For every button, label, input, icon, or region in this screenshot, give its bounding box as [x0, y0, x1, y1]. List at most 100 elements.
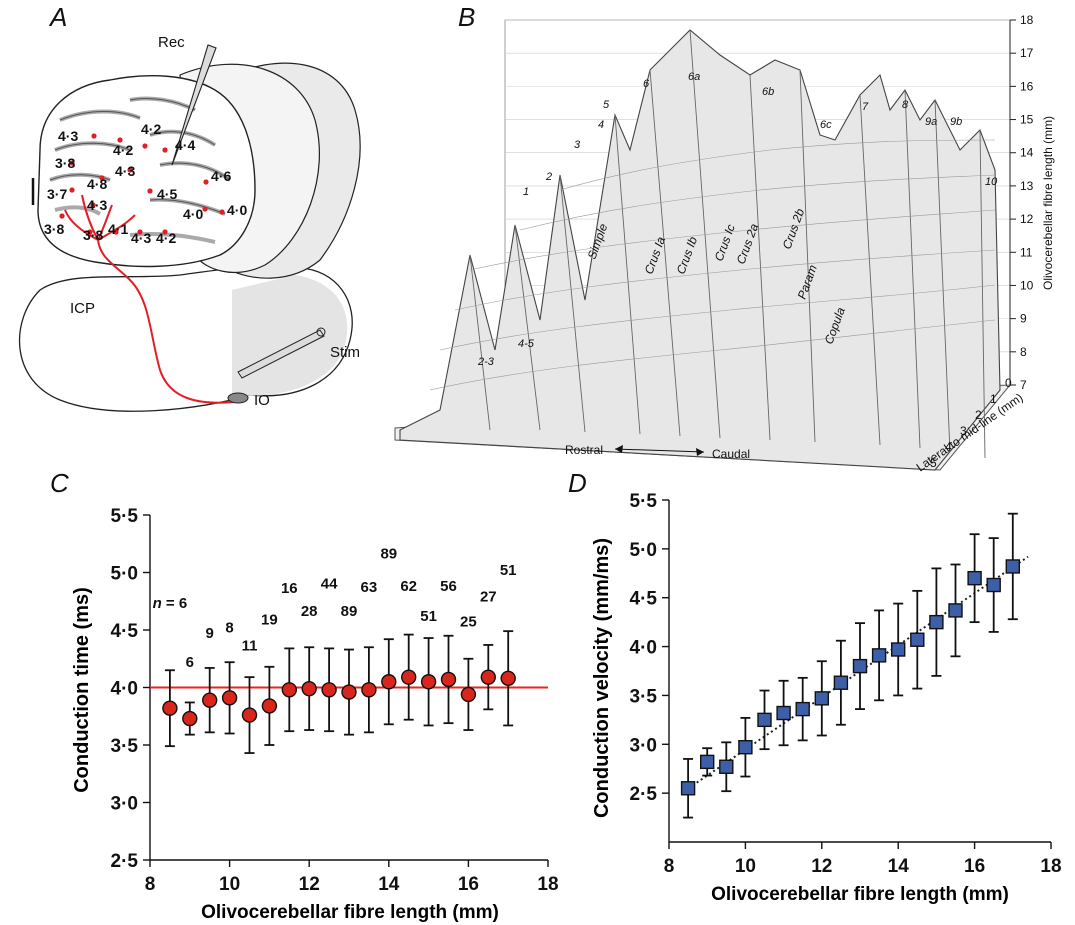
site-time: 4·4	[175, 137, 195, 153]
recording-electrode	[171, 44, 217, 166]
n-label: 62	[400, 578, 417, 595]
n-label: 19	[261, 611, 278, 628]
x-tick-label: 12	[299, 874, 320, 895]
medulla-shade	[232, 275, 348, 396]
data-point-square	[910, 632, 925, 647]
site-time: 4·5	[157, 186, 177, 202]
z-axis-tick-label: 16	[1020, 79, 1034, 93]
site-time: 3·7	[47, 186, 67, 202]
n-label: 27	[480, 588, 497, 605]
d-data-points	[680, 512, 1020, 819]
depth-axis-tick-label: 4	[945, 440, 952, 454]
label-io: IO	[254, 392, 270, 409]
depth-axis-tick-label: 5	[930, 456, 937, 470]
peak-label: 6c	[820, 119, 832, 131]
panel-d-chart: 2·5 3·0 3·5 4·0 4·5 5·0 5·5 8 10 12 14 16 18 Conduc…	[591, 491, 1062, 905]
site-time: 4·2	[156, 230, 176, 246]
x-tick-label: 14	[888, 856, 910, 877]
data-point-square	[680, 781, 696, 796]
z-axis-tick-label: 7	[1020, 378, 1027, 392]
data-point-square	[986, 577, 1001, 593]
z-axis-tick-label: 17	[1020, 46, 1034, 60]
n-label: 51	[420, 608, 437, 625]
n-label: 6	[186, 654, 194, 671]
peak-label: 1	[523, 186, 529, 198]
data-point-square	[967, 570, 982, 586]
data-point-circle	[221, 690, 238, 706]
depth-axis-tick-label: 2	[975, 408, 982, 422]
data-point-circle	[420, 674, 437, 690]
data-point-circle	[460, 686, 477, 703]
panel-a-diagram: 4·3 4·2 3·8 4·2 4·4 4·8 4·3 4·6 3·7 4·5 …	[18, 34, 361, 412]
y-tick-label: 5·0	[630, 540, 657, 561]
n-label: 16	[281, 580, 298, 597]
peak-label: 5	[603, 99, 610, 111]
y-tick-label: 3·5	[111, 736, 139, 757]
direction-rostral: Rostral	[565, 443, 603, 457]
d-x-ticks: 8 10 12 14 16 18	[664, 842, 1062, 877]
site-time: 4·2	[113, 142, 133, 158]
n-label: 51	[500, 562, 517, 579]
data-point-circle	[341, 684, 357, 700]
y-tick-label: 4·5	[630, 589, 658, 610]
label-rec: Rec	[158, 34, 185, 51]
data-point-square	[700, 754, 715, 770]
data-point-circle	[480, 669, 496, 685]
direction-arrow-right-head	[696, 448, 704, 456]
y-tick-label: 3·0	[111, 794, 138, 815]
peak-label: 4-5	[518, 338, 535, 350]
site-time: 4·1	[108, 221, 128, 237]
y-tick-label: 2·5	[630, 784, 658, 805]
y-tick-label: 3·5	[630, 686, 658, 707]
n-label: 11	[242, 638, 258, 655]
x-tick-label: 14	[378, 874, 400, 895]
y-tick-label: 4·0	[630, 638, 657, 659]
y-tick-label: 2·5	[111, 851, 139, 872]
data-point-circle	[281, 682, 297, 698]
direction-arrow-left-head	[615, 445, 623, 453]
site-time: 4·8	[87, 176, 107, 192]
data-point-square	[891, 642, 906, 657]
data-point-circle	[182, 710, 198, 727]
x-tick-label: 16	[458, 874, 479, 895]
stim-electrode-tip	[316, 327, 326, 337]
site-time: 4·6	[211, 168, 231, 184]
climbing-fibre-path	[64, 194, 236, 404]
n-label: 89	[380, 546, 397, 563]
x-tick-label: 18	[1040, 856, 1061, 877]
c-data-points	[162, 630, 516, 754]
peak-label: 9b	[950, 116, 962, 128]
data-point-square	[795, 701, 810, 717]
peak-label: 4	[598, 119, 604, 131]
n-label: 56	[440, 578, 457, 595]
z-axis-tick-label: 15	[1020, 113, 1034, 127]
panel-letter-b: B	[458, 2, 476, 32]
y-tick-label: 4·5	[111, 621, 139, 642]
n-label: n = 6	[153, 595, 188, 612]
y-tick-label: 5·5	[630, 491, 658, 512]
data-point-square	[738, 740, 753, 755]
n-label: 28	[301, 603, 318, 620]
x-tick-label: 16	[964, 856, 985, 877]
n-label: 44	[321, 576, 338, 593]
peak-label: 2-3	[477, 356, 495, 368]
surface-ridge-lines	[469, 29, 986, 459]
data-point-square	[948, 603, 963, 618]
recording-sites	[59, 133, 225, 235]
peak-label: 10	[985, 176, 998, 188]
n-label: 25	[460, 614, 477, 631]
data-point-circle	[261, 698, 278, 714]
surface-contour-lines	[429, 139, 996, 391]
label-stim: Stim	[330, 344, 360, 361]
data-point-square	[833, 675, 849, 690]
data-point-circle	[321, 682, 337, 698]
n-label: 89	[341, 603, 358, 620]
c-y-axis-label: Conduction time (ms)	[71, 587, 93, 793]
panel-c-chart: 2·5 3·0 3·5 4·0 4·5 5·0 5·5 8 10 12 14 16 18 n = 6 6…	[71, 506, 559, 923]
d-fit-line	[683, 555, 1029, 793]
peak-label: 6a	[688, 71, 700, 83]
peak-label: 6b	[762, 86, 774, 98]
